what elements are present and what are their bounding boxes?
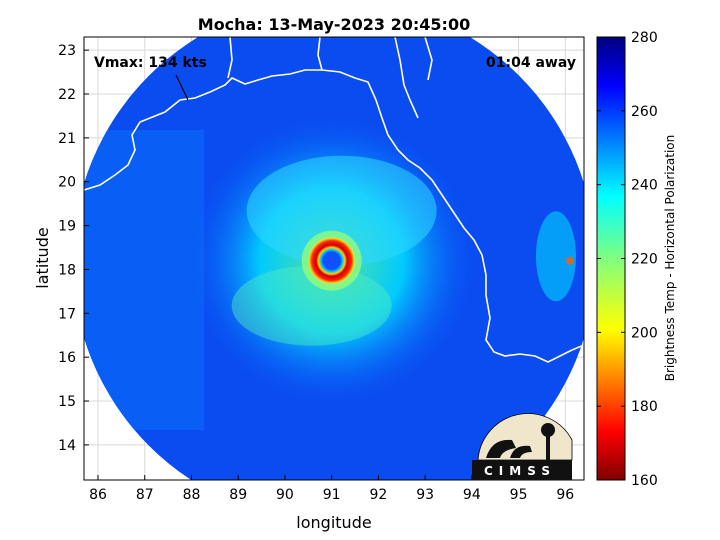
x-tick-label: 94	[463, 487, 481, 503]
y-tick-label: 19	[58, 219, 76, 235]
x-tick-label: 93	[416, 487, 434, 503]
x-tick-label: 92	[369, 487, 387, 503]
logo-dish-icon	[510, 445, 532, 458]
x-tick-label: 96	[556, 487, 574, 503]
colorbar-tick-label: 220	[631, 252, 658, 268]
logo-dish-icon	[486, 439, 516, 458]
y-tick-label: 14	[58, 438, 76, 454]
spiral-band-arm	[231, 265, 392, 346]
colorbar-tick-label: 280	[631, 30, 658, 46]
y-tick-label: 21	[58, 131, 76, 147]
cimss-logo: CIMSS	[472, 413, 573, 480]
vmax-pointer	[175, 74, 189, 101]
colorbar-tick-label: 240	[631, 178, 658, 194]
x-tick-label: 88	[183, 487, 201, 503]
y-tick-label: 15	[58, 394, 76, 410]
x-tick-label: 91	[323, 487, 341, 503]
colorbar-tick-label: 200	[631, 325, 658, 341]
logo-tower-icon	[546, 434, 550, 460]
x-tick-label: 87	[136, 487, 154, 503]
y-tick-label: 17	[58, 306, 76, 322]
x-axis-label: longitude	[296, 513, 371, 532]
colorbar-tick-label: 160	[631, 473, 658, 489]
coastline	[84, 37, 584, 363]
x-tick-label: 89	[229, 487, 247, 503]
logo-base	[472, 460, 572, 480]
y-tick-label: 22	[58, 87, 76, 103]
colorbar: 160 180 200 220 240 260 280 Brightness Temp - …	[596, 30, 677, 489]
logo-tank-icon	[541, 423, 555, 437]
time-away-label: 01:04 away	[486, 55, 576, 71]
x-axis-ticks: 86 87 88 89 90 91 92 93 94 95 96	[89, 475, 574, 503]
plot-frame	[83, 36, 585, 481]
y-tick-label: 18	[58, 262, 76, 278]
plot-area: 86 87 88 89 90 91 92 93 94 95 96 14 15 16 17 18 19 20 21 2…	[58, 36, 585, 503]
y-tick-label: 23	[58, 43, 76, 59]
x-tick-label: 90	[276, 487, 294, 503]
storm-eye	[323, 252, 340, 269]
colorbar-ticks: 160 180 200 220 240 260 280	[597, 30, 658, 489]
chart-title: Mocha: 13-May-2023 20:45:00	[198, 15, 470, 34]
colorbar-tick-label: 260	[631, 104, 658, 120]
vmax-label: Vmax: 134 kts	[94, 55, 207, 71]
colorbar-tick-label: 180	[631, 399, 658, 415]
y-tick-label: 16	[58, 350, 76, 366]
colorbar-label: Brightness Temp - Horizontal Polarizatio…	[663, 135, 677, 382]
spiral-band-arm	[246, 155, 437, 266]
x-tick-label: 86	[89, 487, 107, 503]
brightness-swath	[84, 37, 584, 480]
y-axis-ticks: 14 15 16 17 18 19 20 21 22 23	[58, 43, 89, 454]
y-axis-label: latitude	[33, 227, 52, 288]
swath-west-tint	[84, 130, 204, 430]
y-tick-label: 20	[58, 175, 76, 191]
convective-cell-hot	[565, 256, 574, 265]
logo-text: CIMSS	[484, 464, 556, 478]
convective-cells-east	[535, 211, 576, 302]
x-tick-label: 95	[510, 487, 528, 503]
colorbar-gradient	[596, 36, 626, 481]
